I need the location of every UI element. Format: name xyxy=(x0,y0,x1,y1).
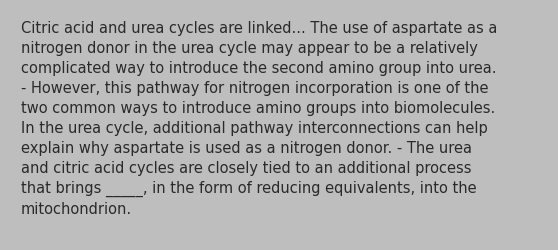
Text: Citric acid and urea cycles are linked... The use of aspartate as a
nitrogen don: Citric acid and urea cycles are linked..… xyxy=(21,21,497,216)
